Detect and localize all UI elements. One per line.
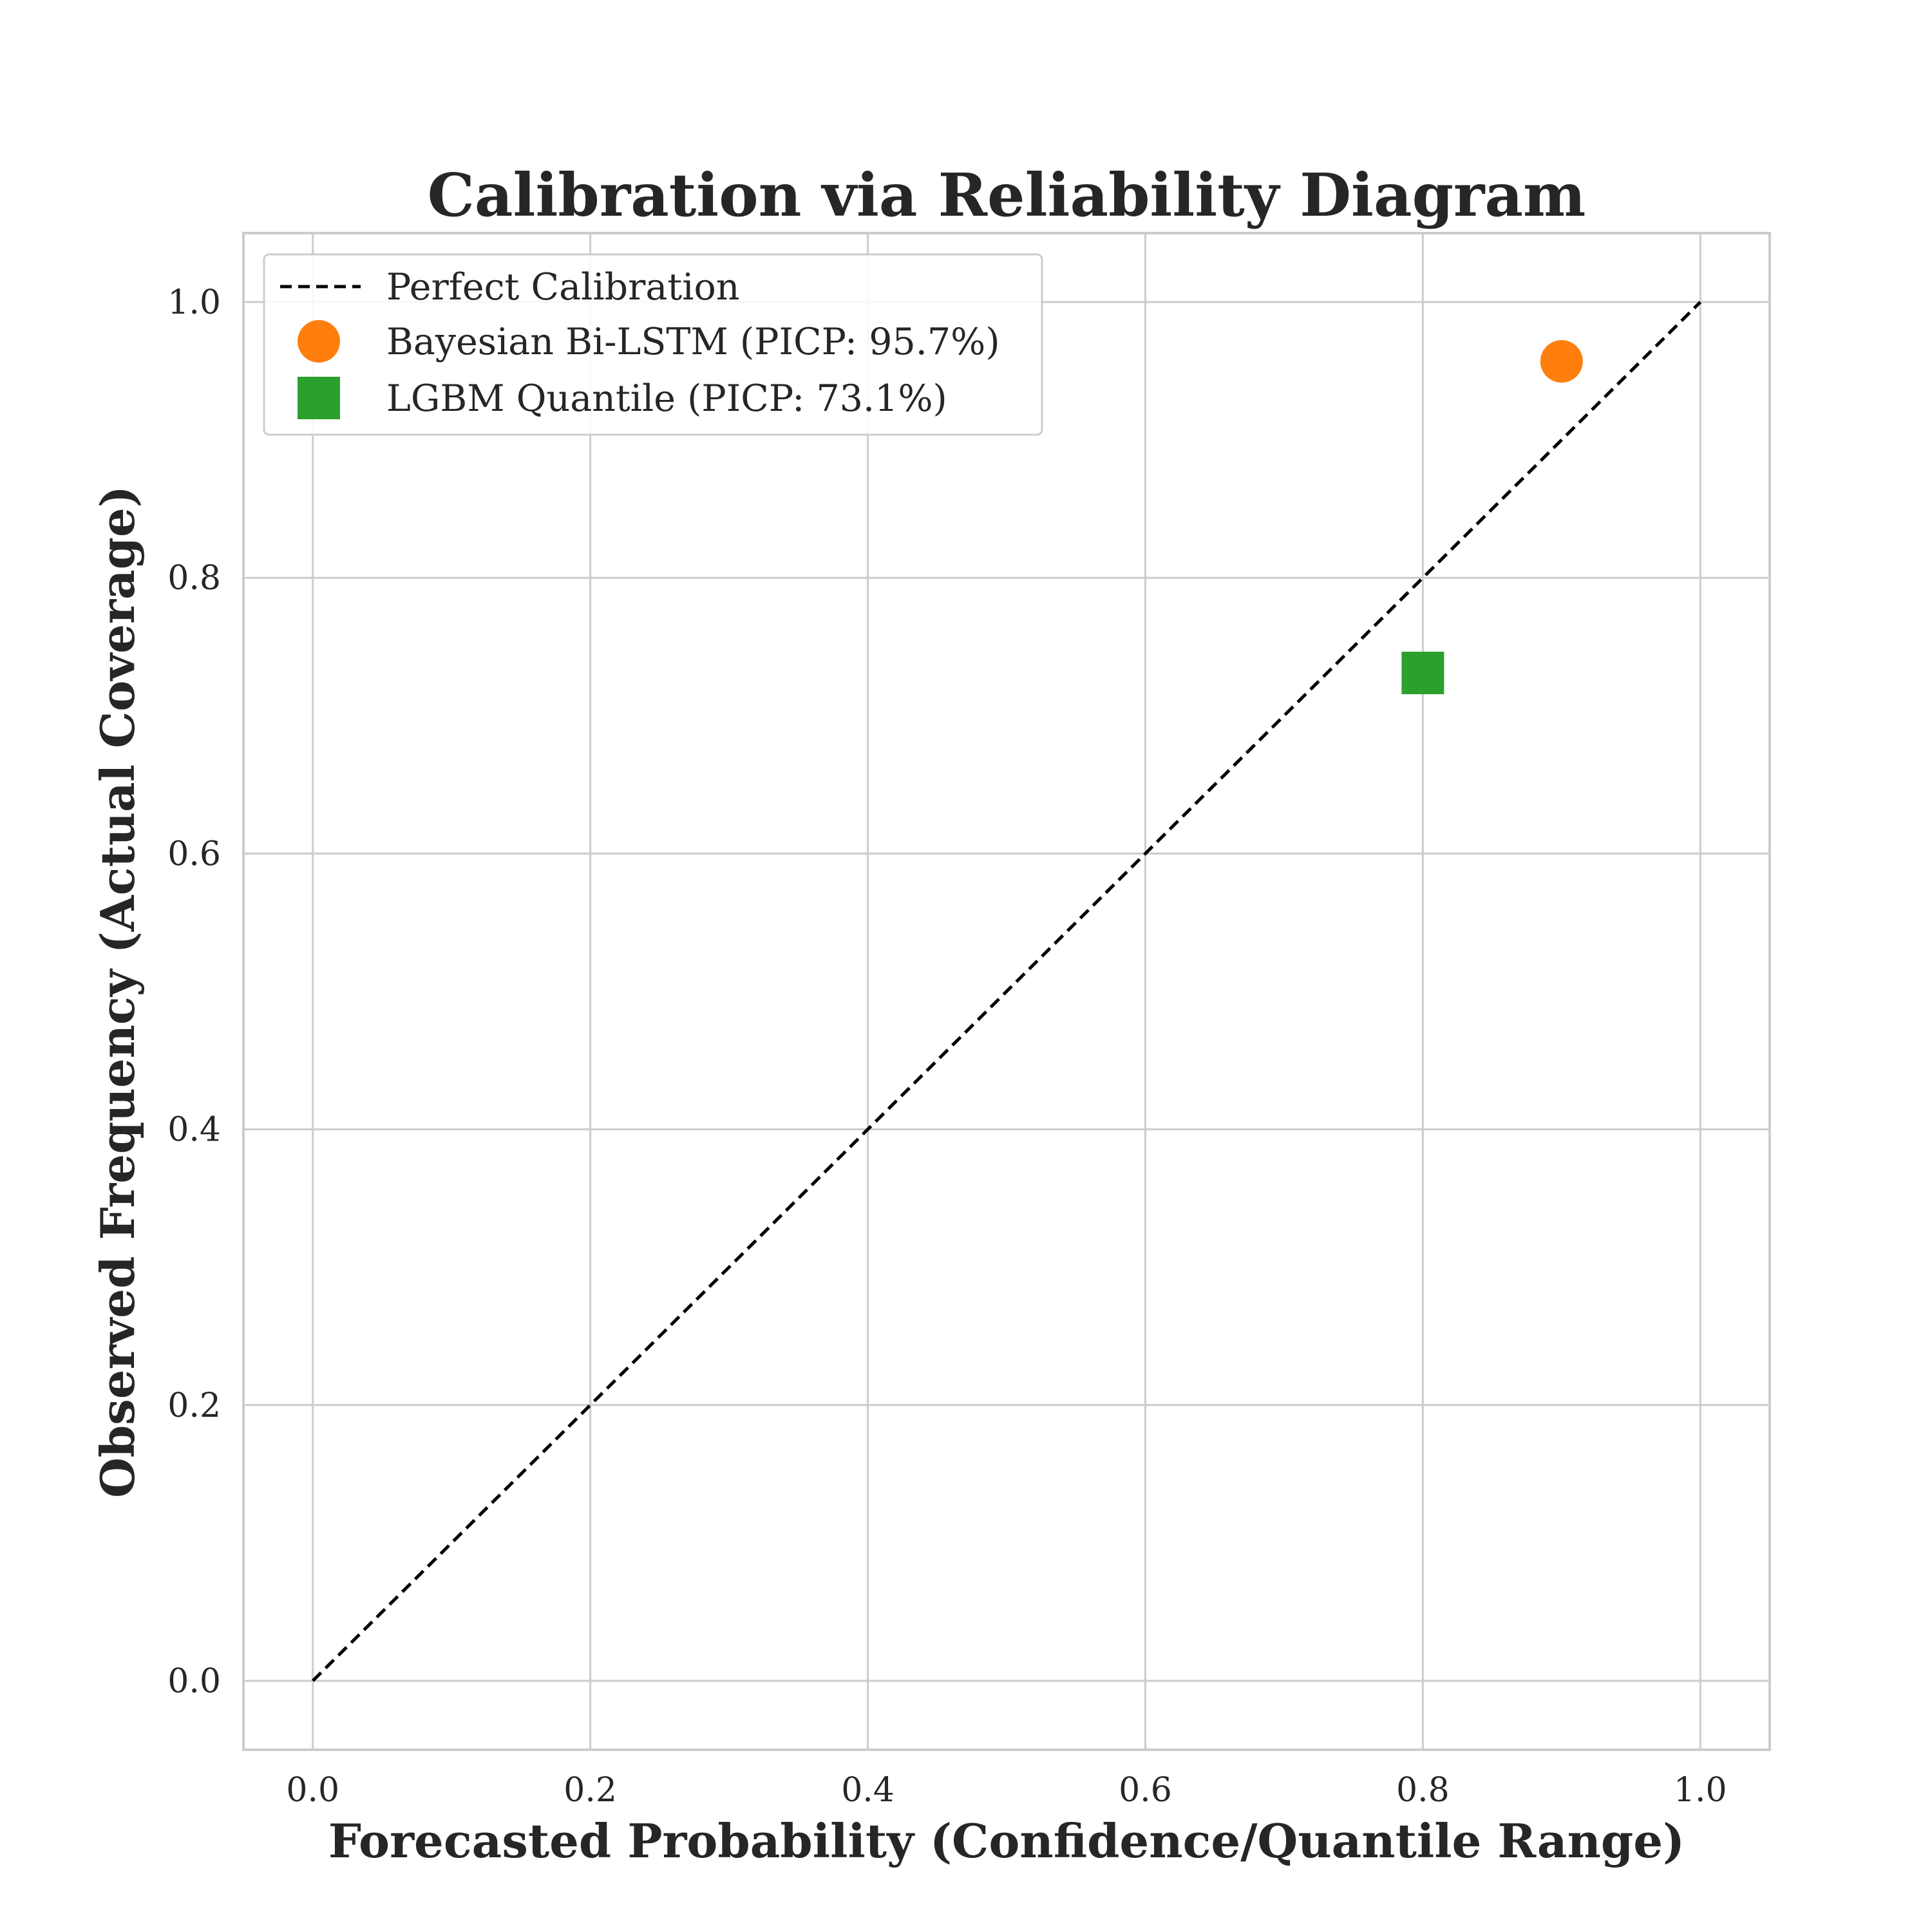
x-tick-label: 0.0 [286,1771,339,1810]
x-tick-label: 0.2 [564,1771,617,1810]
x-tick-label: 0.8 [1396,1771,1450,1810]
x-axis-label: Forecasted Probability (Confidence/Quant… [328,1814,1685,1868]
x-tick-labels: 0.0 0.2 0.4 0.6 0.8 1.0 [286,1771,1727,1810]
plot-frame [242,232,1771,1751]
y-tick-label: 0.2 [167,1387,221,1425]
chart-title: Calibration via Reliability Diagram [428,160,1586,230]
x-tick-label: 0.4 [841,1771,895,1810]
perfect-calibration-line [311,301,1702,1682]
legend-circle-marker-icon [298,320,340,363]
reference-line-layer [311,301,1702,1682]
lgbm-quantile-point [1401,651,1444,694]
x-tick-label: 0.6 [1119,1771,1172,1810]
legend: Perfect Calibration Bayesian Bi-LSTM (PI… [263,253,1043,436]
y-axis-label: Observed Frequency (Actual Coverage) [90,486,145,1498]
legend-label-perfect-calibration: Perfect Calibration [386,266,740,308]
y-tick-label: 0.8 [167,559,221,598]
legend-label-lgbm-quantile: LGBM Quantile (PICP: 73.1%) [386,377,947,420]
y-tick-label: 0.6 [167,835,221,873]
plot-area [242,232,1771,1751]
y-tick-label: 0.4 [167,1111,221,1150]
y-tick-label: 1.0 [167,283,221,322]
x-tick-label: 1.0 [1674,1771,1727,1810]
y-tick-label: 0.0 [167,1662,221,1701]
legend-square-marker-icon [298,377,340,419]
bayesian-bilstm-point [1540,340,1583,383]
legend-box [263,253,1043,436]
y-tick-labels: 0.0 0.2 0.4 0.6 0.8 1.0 [167,283,221,1701]
data-points [1401,340,1583,694]
legend-label-bayesian-bilstm: Bayesian Bi-LSTM (PICP: 95.7%) [386,321,1000,363]
